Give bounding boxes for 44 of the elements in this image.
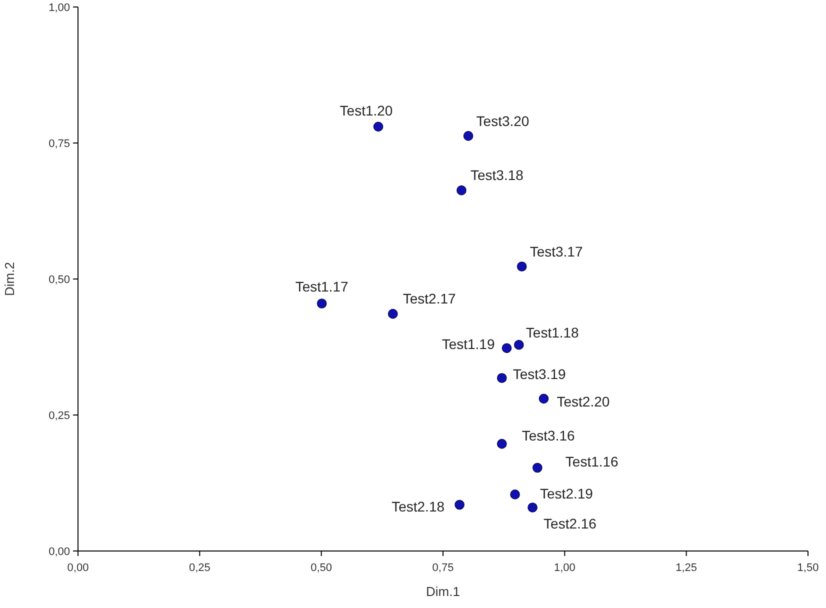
x-tick-label: 0,75 (432, 562, 454, 574)
point (496, 438, 507, 449)
annotation: Test3.18 (470, 167, 524, 184)
x-tick-label: 0,50 (310, 562, 332, 574)
annotation: Test2.19 (540, 485, 594, 502)
point (316, 298, 327, 308)
annotation: Test3.16 (522, 428, 576, 444)
point (528, 502, 538, 512)
annotation: Test2.18 (392, 498, 445, 515)
annotation: Test2.17 (402, 290, 456, 307)
point (532, 462, 542, 473)
point (496, 373, 507, 383)
point (373, 122, 384, 132)
y-tick-label: 0,00 (48, 546, 70, 558)
point (454, 500, 464, 510)
point (463, 131, 474, 141)
x-tick-label: 1,00 (554, 562, 576, 574)
annotation: Test1.20 (340, 102, 393, 119)
x-tick-label: 1,25 (676, 562, 698, 574)
annotation: Test1.16 (565, 454, 619, 470)
point (510, 490, 520, 500)
point (388, 308, 398, 319)
annotation: Test1.17 (295, 278, 348, 294)
y-tick-label: 0,75 (48, 138, 70, 150)
x-tick-label: 1,50 (797, 562, 819, 574)
y-tick-label: 0,50 (48, 274, 70, 286)
point (516, 262, 527, 272)
y-tick-label: 1,00 (48, 2, 70, 14)
x-axis-title: Dim.1 (426, 584, 460, 599)
annotation: Test3.19 (512, 366, 566, 382)
annotation: Test1.18 (526, 324, 580, 341)
annotation: Test2.20 (556, 394, 610, 410)
x-tick-label: 0,25 (188, 562, 210, 574)
annotation: Test1.19 (442, 336, 495, 352)
annotation: Test3.20 (476, 112, 530, 129)
annotation: Test3.17 (530, 243, 583, 260)
x-tick-label: 0,00 (67, 562, 89, 574)
y-tick-label: 0,25 (48, 410, 70, 422)
point (514, 340, 524, 350)
point (538, 394, 549, 404)
point (502, 343, 512, 353)
y-axis-title: Dim.2 (2, 262, 17, 296)
annotation: Test2.16 (544, 515, 597, 532)
point (456, 185, 466, 196)
